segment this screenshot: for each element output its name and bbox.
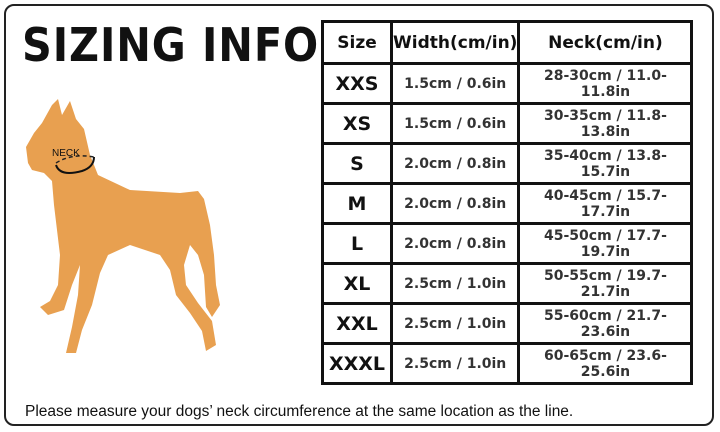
- cell-width: 2.0cm / 0.8in: [389, 142, 521, 185]
- table-row: XXS 1.5cm / 0.6in 28-30cm / 11.0-11.8in: [321, 62, 694, 105]
- frame-border: [4, 4, 714, 426]
- cell-size: XS: [321, 102, 393, 145]
- table-row: XXL 2.5cm / 1.0in 55-60cm / 21.7-23.6in: [321, 302, 694, 345]
- cell-neck: 55-60cm / 21.7-23.6in: [517, 302, 694, 345]
- cell-width: 2.0cm / 0.8in: [389, 182, 521, 225]
- cell-size: M: [321, 182, 393, 225]
- neck-label: NECK: [52, 148, 80, 159]
- header-neck: Neck(cm/in): [517, 20, 694, 65]
- cell-width: 2.5cm / 1.0in: [389, 262, 521, 305]
- table-row: S 2.0cm / 0.8in 35-40cm / 13.8-15.7in: [321, 142, 694, 185]
- cell-neck: 60-65cm / 23.6-25.6in: [517, 342, 694, 385]
- footer-note: Please measure your dogs’ neck circumfer…: [25, 403, 574, 420]
- header-size: Size: [321, 20, 393, 65]
- cell-width: 1.5cm / 0.6in: [389, 102, 521, 145]
- size-table: Size Width(cm/in) Neck(cm/in) XXS 1.5cm /…: [321, 20, 694, 385]
- cell-size: L: [321, 222, 393, 265]
- cell-width: 2.5cm / 1.0in: [389, 342, 521, 385]
- cell-size: XXS: [321, 62, 393, 105]
- cell-neck: 45-50cm / 17.7-19.7in: [517, 222, 694, 265]
- cell-neck: 30-35cm / 11.8-13.8in: [517, 102, 694, 145]
- table-row: L 2.0cm / 0.8in 45-50cm / 17.7-19.7in: [321, 222, 694, 265]
- cell-neck: 35-40cm / 13.8-15.7in: [517, 142, 694, 185]
- cell-width: 2.0cm / 0.8in: [389, 222, 521, 265]
- cell-width: 1.5cm / 0.6in: [389, 62, 521, 105]
- cell-size: S: [321, 142, 393, 185]
- cell-size: XXL: [321, 302, 393, 345]
- table-row: XS 1.5cm / 0.6in 30-35cm / 11.8-13.8in: [321, 102, 694, 145]
- table-header-row: Size Width(cm/in) Neck(cm/in): [321, 20, 694, 65]
- cell-size: XL: [321, 262, 393, 305]
- neck-line-dashed: [55, 155, 95, 164]
- cell-width: 2.5cm / 1.0in: [389, 302, 521, 345]
- table-row: XXXL 2.5cm / 1.0in 60-65cm / 23.6-25.6in: [321, 342, 694, 385]
- cell-neck: 40-45cm / 15.7-17.7in: [517, 182, 694, 225]
- cell-neck: 28-30cm / 11.0-11.8in: [517, 62, 694, 105]
- dog-body: [26, 99, 220, 353]
- table-row: XL 2.5cm / 1.0in 50-55cm / 19.7-21.7in: [321, 262, 694, 305]
- header-width: Width(cm/in): [389, 20, 521, 65]
- cell-neck: 50-55cm / 19.7-21.7in: [517, 262, 694, 305]
- dog-silhouette-icon: NECK: [26, 99, 220, 353]
- cell-size: XXXL: [321, 342, 393, 385]
- neck-line: [55, 156, 95, 174]
- table-row: M 2.0cm / 0.8in 40-45cm / 15.7-17.7in: [321, 182, 694, 225]
- page-title: SIZING INFO: [22, 18, 320, 72]
